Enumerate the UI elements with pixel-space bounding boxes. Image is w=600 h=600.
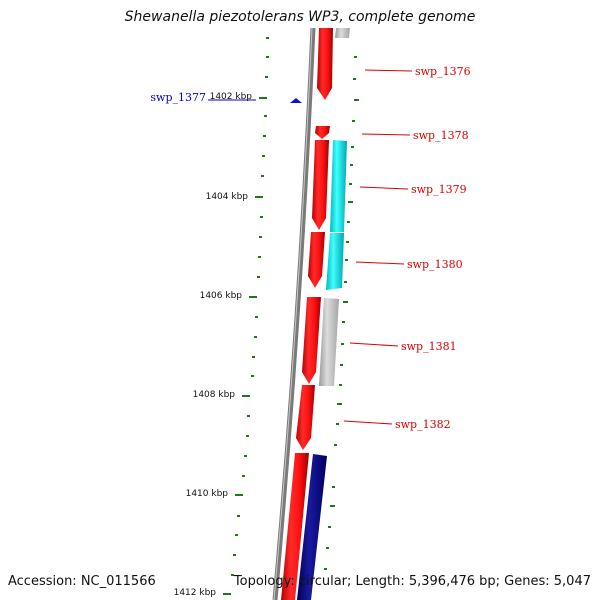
tick-label: 1410 kbp [186, 489, 229, 499]
scale-tick-1412: 1412 kbp [174, 588, 231, 598]
gene-label-swp-1377[interactable]: swp_1377 [150, 91, 256, 104]
tick-label: 1404 kbp [206, 192, 249, 202]
gene-label-swp-1379[interactable]: swp_1379 [359, 183, 467, 196]
tick-label: 1406 kbp [200, 291, 243, 301]
gene-label-text[interactable]: swp_1382 [395, 418, 451, 431]
gene-arrow-swp-1377 [290, 98, 302, 103]
gene-label-swp-1376[interactable]: swp_1376 [364, 65, 471, 78]
genome-backbone [272, 27, 316, 600]
gene-arrow-swp-1380 [308, 232, 325, 288]
tick-label: 1412 kbp [174, 588, 217, 598]
minor-ticks-right [324, 56, 359, 570]
accession-text: Accession: NC_011566 [8, 574, 156, 589]
gene-arrow-swp-1376 [317, 28, 333, 100]
gene-arrow-swp-1379 [312, 140, 329, 230]
gene-arrow-navy-bottom [297, 454, 327, 600]
gene-label-text[interactable]: swp_1377 [150, 91, 206, 104]
gene-label-swp-1378[interactable]: swp_1378 [361, 129, 469, 142]
tick-label: 1402 kbp [210, 92, 253, 102]
scale-tick-1406: 1406 kbp [200, 291, 257, 301]
gene-arrow-grey-top [335, 28, 350, 38]
gene-arrow-swp-1378 [315, 126, 330, 139]
gene-arrow-swp-1382 [296, 385, 315, 450]
gene-arrow-swp-1381 [302, 297, 321, 384]
scale-tick-1410: 1410 kbp [186, 489, 243, 499]
map-title: Shewanella piezotolerans WP3, complete g… [124, 9, 476, 25]
scale-tick-1404: 1404 kbp [206, 192, 263, 202]
gene-label-text[interactable]: swp_1379 [411, 183, 467, 196]
tick-label: 1408 kbp [193, 390, 236, 400]
gene-label-text[interactable]: swp_1378 [413, 129, 469, 142]
backbone-highlight [273, 27, 313, 600]
gene-arrow-cyan-1379 [330, 140, 347, 232]
minor-ticks-left [231, 37, 269, 576]
scale-tick-1402: 1402 kbp [210, 92, 267, 102]
gene-arrow-red-bottom [281, 453, 309, 600]
gene-label-text[interactable]: swp_1376 [415, 65, 471, 78]
gene-arrow-cyan-1380 [326, 233, 344, 290]
gene-label-text[interactable]: swp_1380 [407, 258, 463, 271]
scale-tick-1408: 1408 kbp [193, 390, 250, 400]
gene-label-swp-1381[interactable]: swp_1381 [349, 340, 457, 353]
gene-arrow-grey-1381 [319, 298, 339, 386]
genome-summary-text: Topology: circular; Length: 5,396,476 bp… [233, 574, 591, 589]
gene-label-swp-1382[interactable]: swp_1382 [343, 418, 451, 431]
gene-label-text[interactable]: swp_1381 [401, 340, 457, 353]
gene-label-swp-1380[interactable]: swp_1380 [355, 258, 463, 271]
